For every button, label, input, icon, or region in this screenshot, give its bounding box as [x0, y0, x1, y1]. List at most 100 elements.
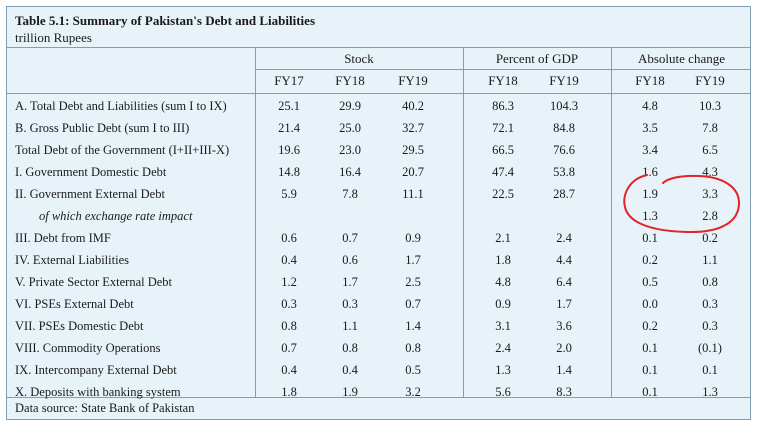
table-row: X. Deposits with banking system 1.8 1.9 3.2…	[7, 382, 750, 404]
column-header: FY17	[274, 73, 304, 88]
table-cell: 7.8	[342, 187, 358, 201]
table-cell: 14.8	[278, 165, 300, 179]
table-cell: 4.3	[702, 165, 718, 179]
table-cell: 1.9	[642, 187, 658, 201]
table-cell: 3.6	[556, 319, 572, 333]
table-cell: 3.5	[642, 121, 658, 135]
table-cell: 22.5	[492, 187, 514, 201]
table-cell: 20.7	[402, 165, 424, 179]
table-cell: 0.7	[281, 341, 297, 355]
table-bottom-rule	[7, 397, 750, 398]
table-cell: 76.6	[553, 143, 575, 157]
table-cell: 53.8	[553, 165, 575, 179]
table-cell: 0.2	[642, 253, 658, 267]
table-cell: 86.3	[492, 99, 514, 113]
column-header: FY19	[398, 73, 428, 88]
header-bottom-rule	[7, 93, 750, 94]
table-cell: 0.5	[642, 275, 658, 289]
column-header: FY18	[335, 73, 365, 88]
table-cell: 0.1	[642, 385, 658, 399]
column-divider-stock	[255, 47, 256, 397]
table-cell: 0.1	[702, 363, 718, 377]
table-cell: 1.6	[642, 165, 658, 179]
row-label: VII. PSEs Domestic Debt	[15, 319, 144, 333]
header-top-rule	[7, 47, 750, 48]
column-divider-gdp	[463, 47, 464, 397]
table-cell: 2.4	[556, 231, 572, 245]
table-cell: 0.6	[342, 253, 358, 267]
row-label: IV. External Liabilities	[15, 253, 129, 267]
table-row: II. Government External Debt 5.9 7.8 11.1 22…	[7, 184, 750, 206]
column-header: FY19	[549, 73, 579, 88]
data-source-note: Data source: State Bank of Pakistan	[15, 401, 195, 415]
table-cell: 2.5	[405, 275, 421, 289]
table-cell: 84.8	[553, 121, 575, 135]
table-cell: 21.4	[278, 121, 300, 135]
table-cell: 11.1	[402, 187, 424, 201]
table-cell: 5.9	[281, 187, 297, 201]
table-row: IX. Intercompany External Debt 0.4 0.4 0.5 1…	[7, 360, 750, 382]
table-cell: 16.4	[339, 165, 361, 179]
table-cell: 25.1	[278, 99, 300, 113]
table-cell: 0.3	[702, 319, 718, 333]
table-row: VII. PSEs Domestic Debt 0.8 1.1 1.4 3.1 3.6 0.…	[7, 316, 750, 338]
table-cell: 0.4	[281, 253, 297, 267]
table-cell: 25.0	[339, 121, 361, 135]
row-label: Total Debt of the Government (I+II+III-X…	[15, 143, 230, 157]
table-cell: 0.1	[642, 341, 658, 355]
row-label: V. Private Sector External Debt	[15, 275, 173, 289]
table-row: V. Private Sector External Debt 1.2 1.7 2.5…	[7, 272, 750, 294]
table-cell: 1.7	[405, 253, 421, 267]
table-cell: 1.1	[342, 319, 358, 333]
table-row: B. Gross Public Debt (sum I to III) 21.4 2…	[7, 118, 750, 140]
group-header-absolute-change: Absolute change	[637, 51, 725, 66]
table-row: Total Debt of the Government (I+II+III-X…	[7, 140, 750, 162]
table-cell: 29.5	[402, 143, 424, 157]
table-cell: 3.2	[405, 385, 421, 399]
row-label: of which exchange rate impact	[39, 209, 193, 223]
column-header: FY19	[695, 73, 725, 88]
table-cell: 0.3	[342, 297, 358, 311]
table-cell: 47.4	[492, 165, 514, 179]
table-cell: 0.8	[281, 319, 297, 333]
row-label: III. Debt from IMF	[15, 231, 111, 245]
row-label: VIII. Commodity Operations	[15, 341, 161, 355]
table-cell: 7.8	[702, 121, 718, 135]
table-cell: 2.8	[702, 209, 718, 223]
table-cell: 2.0	[556, 341, 572, 355]
table-cell: 3.1	[495, 319, 511, 333]
table-cell: 0.8	[405, 341, 421, 355]
table-cell: 10.3	[699, 99, 721, 113]
table-cell: 40.2	[402, 99, 424, 113]
table-cell: 8.3	[556, 385, 572, 399]
table-cell: 1.8	[281, 385, 297, 399]
column-divider-change	[611, 47, 612, 397]
row-label: II. Government External Debt	[15, 187, 165, 201]
table-cell: 0.1	[642, 363, 658, 377]
row-label: A. Total Debt and Liabilities (sum I to …	[15, 99, 227, 113]
table-cell: 0.7	[342, 231, 358, 245]
group-header-stock: Stock	[344, 51, 374, 66]
table-cell: 1.9	[342, 385, 358, 399]
debt-table: Table 5.1: Summary of Pakistan's Debt an…	[6, 6, 751, 420]
table-cell: 0.4	[342, 363, 358, 377]
table-cell: 28.7	[553, 187, 575, 201]
table-row: VIII. Commodity Operations 0.7 0.8 0.8 2.4 2.…	[7, 338, 750, 360]
table-cell: 4.4	[556, 253, 572, 267]
row-label: IX. Intercompany External Debt	[15, 363, 177, 377]
table-cell: 0.0	[642, 297, 658, 311]
table-cell: 4.8	[642, 99, 658, 113]
table-cell: 6.5	[702, 143, 718, 157]
table-cell: 1.7	[342, 275, 358, 289]
table-cell: 3.4	[642, 143, 658, 157]
table-cell: 1.8	[495, 253, 511, 267]
table-cell: 19.6	[278, 143, 300, 157]
table-row: I. Government Domestic Debt 14.8 16.4 20.7 4…	[7, 162, 750, 184]
table-cell: 0.2	[702, 231, 718, 245]
table-cell: 3.3	[702, 187, 718, 201]
table-cell: 72.1	[492, 121, 514, 135]
table-cell: 0.1	[642, 231, 658, 245]
table-row: III. Debt from IMF 0.6 0.7 0.9 2.1 2.4 0.1 0.2	[7, 228, 750, 250]
table-cell: 0.8	[702, 275, 718, 289]
table-cell: 1.2	[281, 275, 297, 289]
